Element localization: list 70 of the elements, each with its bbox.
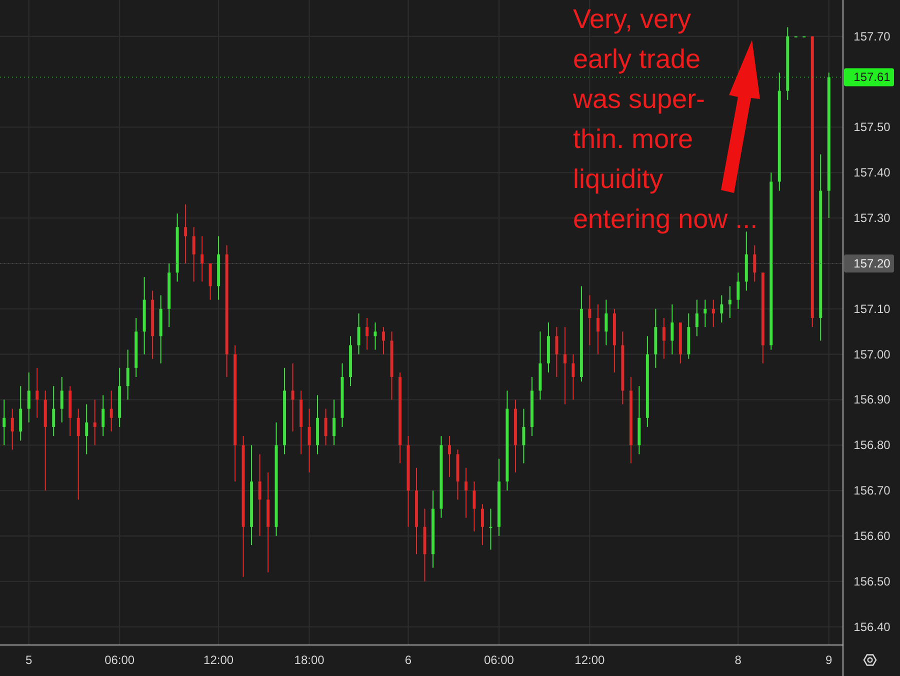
candlestick (60, 376, 64, 423)
x-tick-label: 12:00 (574, 653, 606, 667)
candlestick (357, 312, 360, 355)
candlestick (126, 349, 130, 400)
y-tick-label: 157.10 (854, 302, 891, 316)
y-tick-label: 156.60 (854, 528, 891, 543)
candlestick (596, 304, 600, 355)
candlestick (2, 399, 6, 446)
x-tick-label: 8 (734, 653, 742, 667)
y-tick-label: 157.00 (854, 347, 891, 362)
x-tick-label: 12:00 (204, 653, 234, 667)
x-tick-label: 06:00 (104, 653, 135, 667)
candlestick (736, 272, 740, 310)
y-tick-label: 157.70 (854, 29, 891, 44)
candlestick (382, 326, 385, 355)
candlestick (563, 326, 566, 405)
candlestick (753, 244, 756, 282)
candlestick (36, 367, 39, 418)
x-tick-label: 06:00 (484, 653, 514, 667)
candlestick (366, 317, 368, 350)
ref-line-label: 157.61 (854, 70, 891, 84)
candlestick (258, 454, 262, 536)
candlestick (324, 408, 328, 446)
y-tick-label: 157.40 (854, 166, 891, 180)
candlestick (695, 299, 698, 337)
candlestick (110, 390, 113, 432)
candlestick (472, 480, 476, 532)
candlestick (555, 326, 558, 378)
candlestick (192, 226, 196, 282)
candlestick (464, 467, 468, 518)
candlestick (712, 299, 715, 328)
y-tick-label: 156.50 (854, 574, 891, 588)
y-tick-label: 156.40 (854, 620, 891, 634)
candlestick (604, 299, 608, 346)
y-tick-label: 156.70 (854, 484, 891, 498)
annotation: Very, very early trade was super- thin. more liquidity entering now ... (572, 4, 758, 234)
candlestick (728, 286, 732, 318)
candlestick (480, 504, 484, 546)
candlestick (670, 304, 674, 355)
candlestick (52, 386, 56, 437)
candlestick (448, 436, 451, 478)
candlestick (27, 372, 30, 423)
candlestick (720, 294, 724, 323)
candlestick (291, 362, 294, 432)
candlestick (588, 294, 592, 346)
ref-line-label: 157.20 (854, 256, 891, 270)
candlestick (489, 508, 492, 550)
candlestick (522, 408, 526, 464)
y-tick-label: 157.30 (854, 211, 891, 226)
candlestick (19, 386, 22, 442)
candlestick (704, 299, 707, 328)
candlestick (662, 317, 666, 360)
candlestick (93, 399, 96, 446)
candlestick (208, 262, 212, 300)
x-tick-label: 18:00 (294, 653, 325, 667)
y-tick-label: 156.90 (854, 392, 891, 407)
y-tick-label: 157.50 (854, 120, 891, 134)
candlestick (572, 354, 575, 400)
x-tick-label: 6 (404, 653, 412, 667)
candlestick (76, 408, 80, 500)
x-tick-label: 5 (26, 653, 33, 667)
candlestick (10, 408, 14, 450)
candlestick (85, 404, 88, 455)
candlestick (332, 399, 336, 446)
x-tick-label: 9 (826, 653, 833, 667)
candlestick (200, 236, 204, 282)
candlestick (184, 204, 188, 264)
candlestick (308, 408, 311, 473)
y-tick-label: 156.80 (854, 438, 891, 452)
candlestick (102, 394, 105, 437)
